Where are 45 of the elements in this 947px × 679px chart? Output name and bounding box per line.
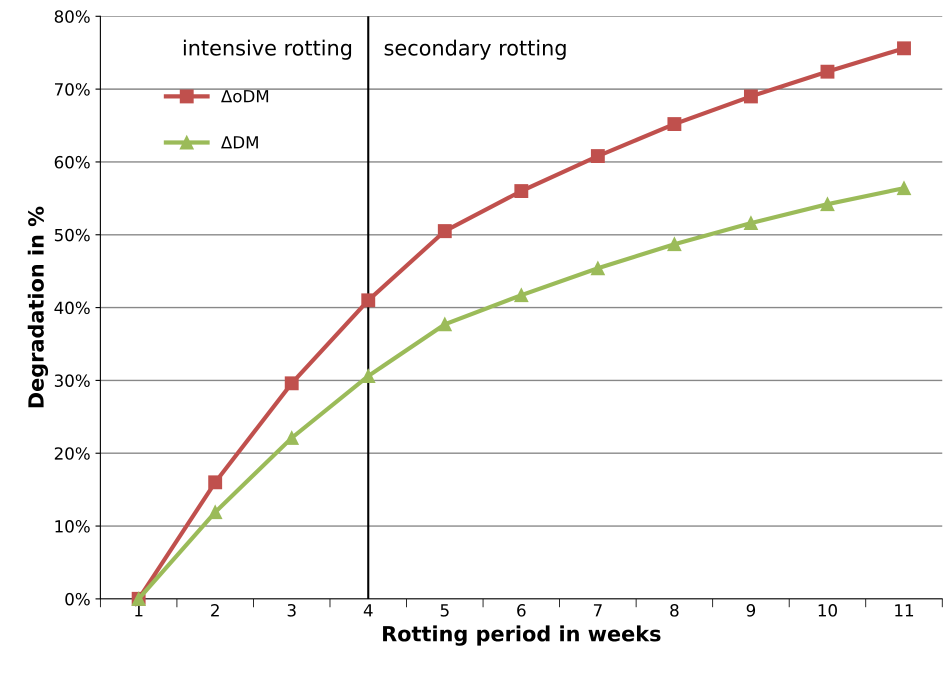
- x-tick-label: 7: [594, 604, 602, 616]
- point: [361, 293, 376, 308]
- point: [514, 288, 528, 302]
- point: [208, 505, 222, 520]
- y-tick-label: 10%: [55, 520, 90, 533]
- point: [208, 475, 222, 490]
- point: [361, 369, 376, 383]
- point: [590, 261, 605, 276]
- y-tick-label: 20%: [54, 447, 90, 460]
- point: [897, 181, 911, 196]
- point: [744, 216, 758, 230]
- x-tick-label: 8: [670, 604, 679, 617]
- y-tick-label: 0%: [65, 592, 90, 606]
- x-tick-label: 4: [364, 604, 373, 616]
- legend-label: ΔoDM: [221, 90, 268, 102]
- y-tick-label: 80%: [54, 10, 90, 23]
- annotation: secondary rotting: [384, 40, 566, 60]
- x-tick-label: 10: [818, 604, 837, 617]
- x-tick-label: 3: [288, 604, 296, 617]
- point: [667, 117, 682, 132]
- point: [897, 41, 911, 56]
- point: [667, 237, 682, 252]
- x-tick-label: 5: [440, 604, 449, 617]
- point: [438, 317, 452, 332]
- point: [744, 89, 758, 104]
- y-tick-label: 30%: [54, 374, 90, 387]
- point: [820, 197, 834, 212]
- y-tick-label: 70%: [54, 83, 90, 96]
- y-tick-label: 50%: [54, 228, 90, 242]
- x-tick-label: 11: [895, 604, 914, 616]
- x-tick-label: 2: [211, 604, 219, 616]
- point: [514, 184, 528, 198]
- annotation: intensive rotting: [184, 40, 352, 60]
- y-tick-label: 40%: [54, 302, 90, 314]
- y-axis-title: Degradation in %: [28, 206, 48, 408]
- y-tick-label: 60%: [54, 156, 90, 169]
- x-tick-label: 6: [517, 604, 526, 617]
- point: [284, 430, 299, 445]
- point: [284, 376, 299, 390]
- x-axis-title: Rotting period in weeks: [383, 625, 661, 646]
- point: [590, 149, 605, 164]
- x-tick-label: 9: [746, 604, 756, 617]
- point: [438, 224, 452, 238]
- point: [820, 64, 834, 79]
- legend-label: ΔDM: [221, 136, 258, 148]
